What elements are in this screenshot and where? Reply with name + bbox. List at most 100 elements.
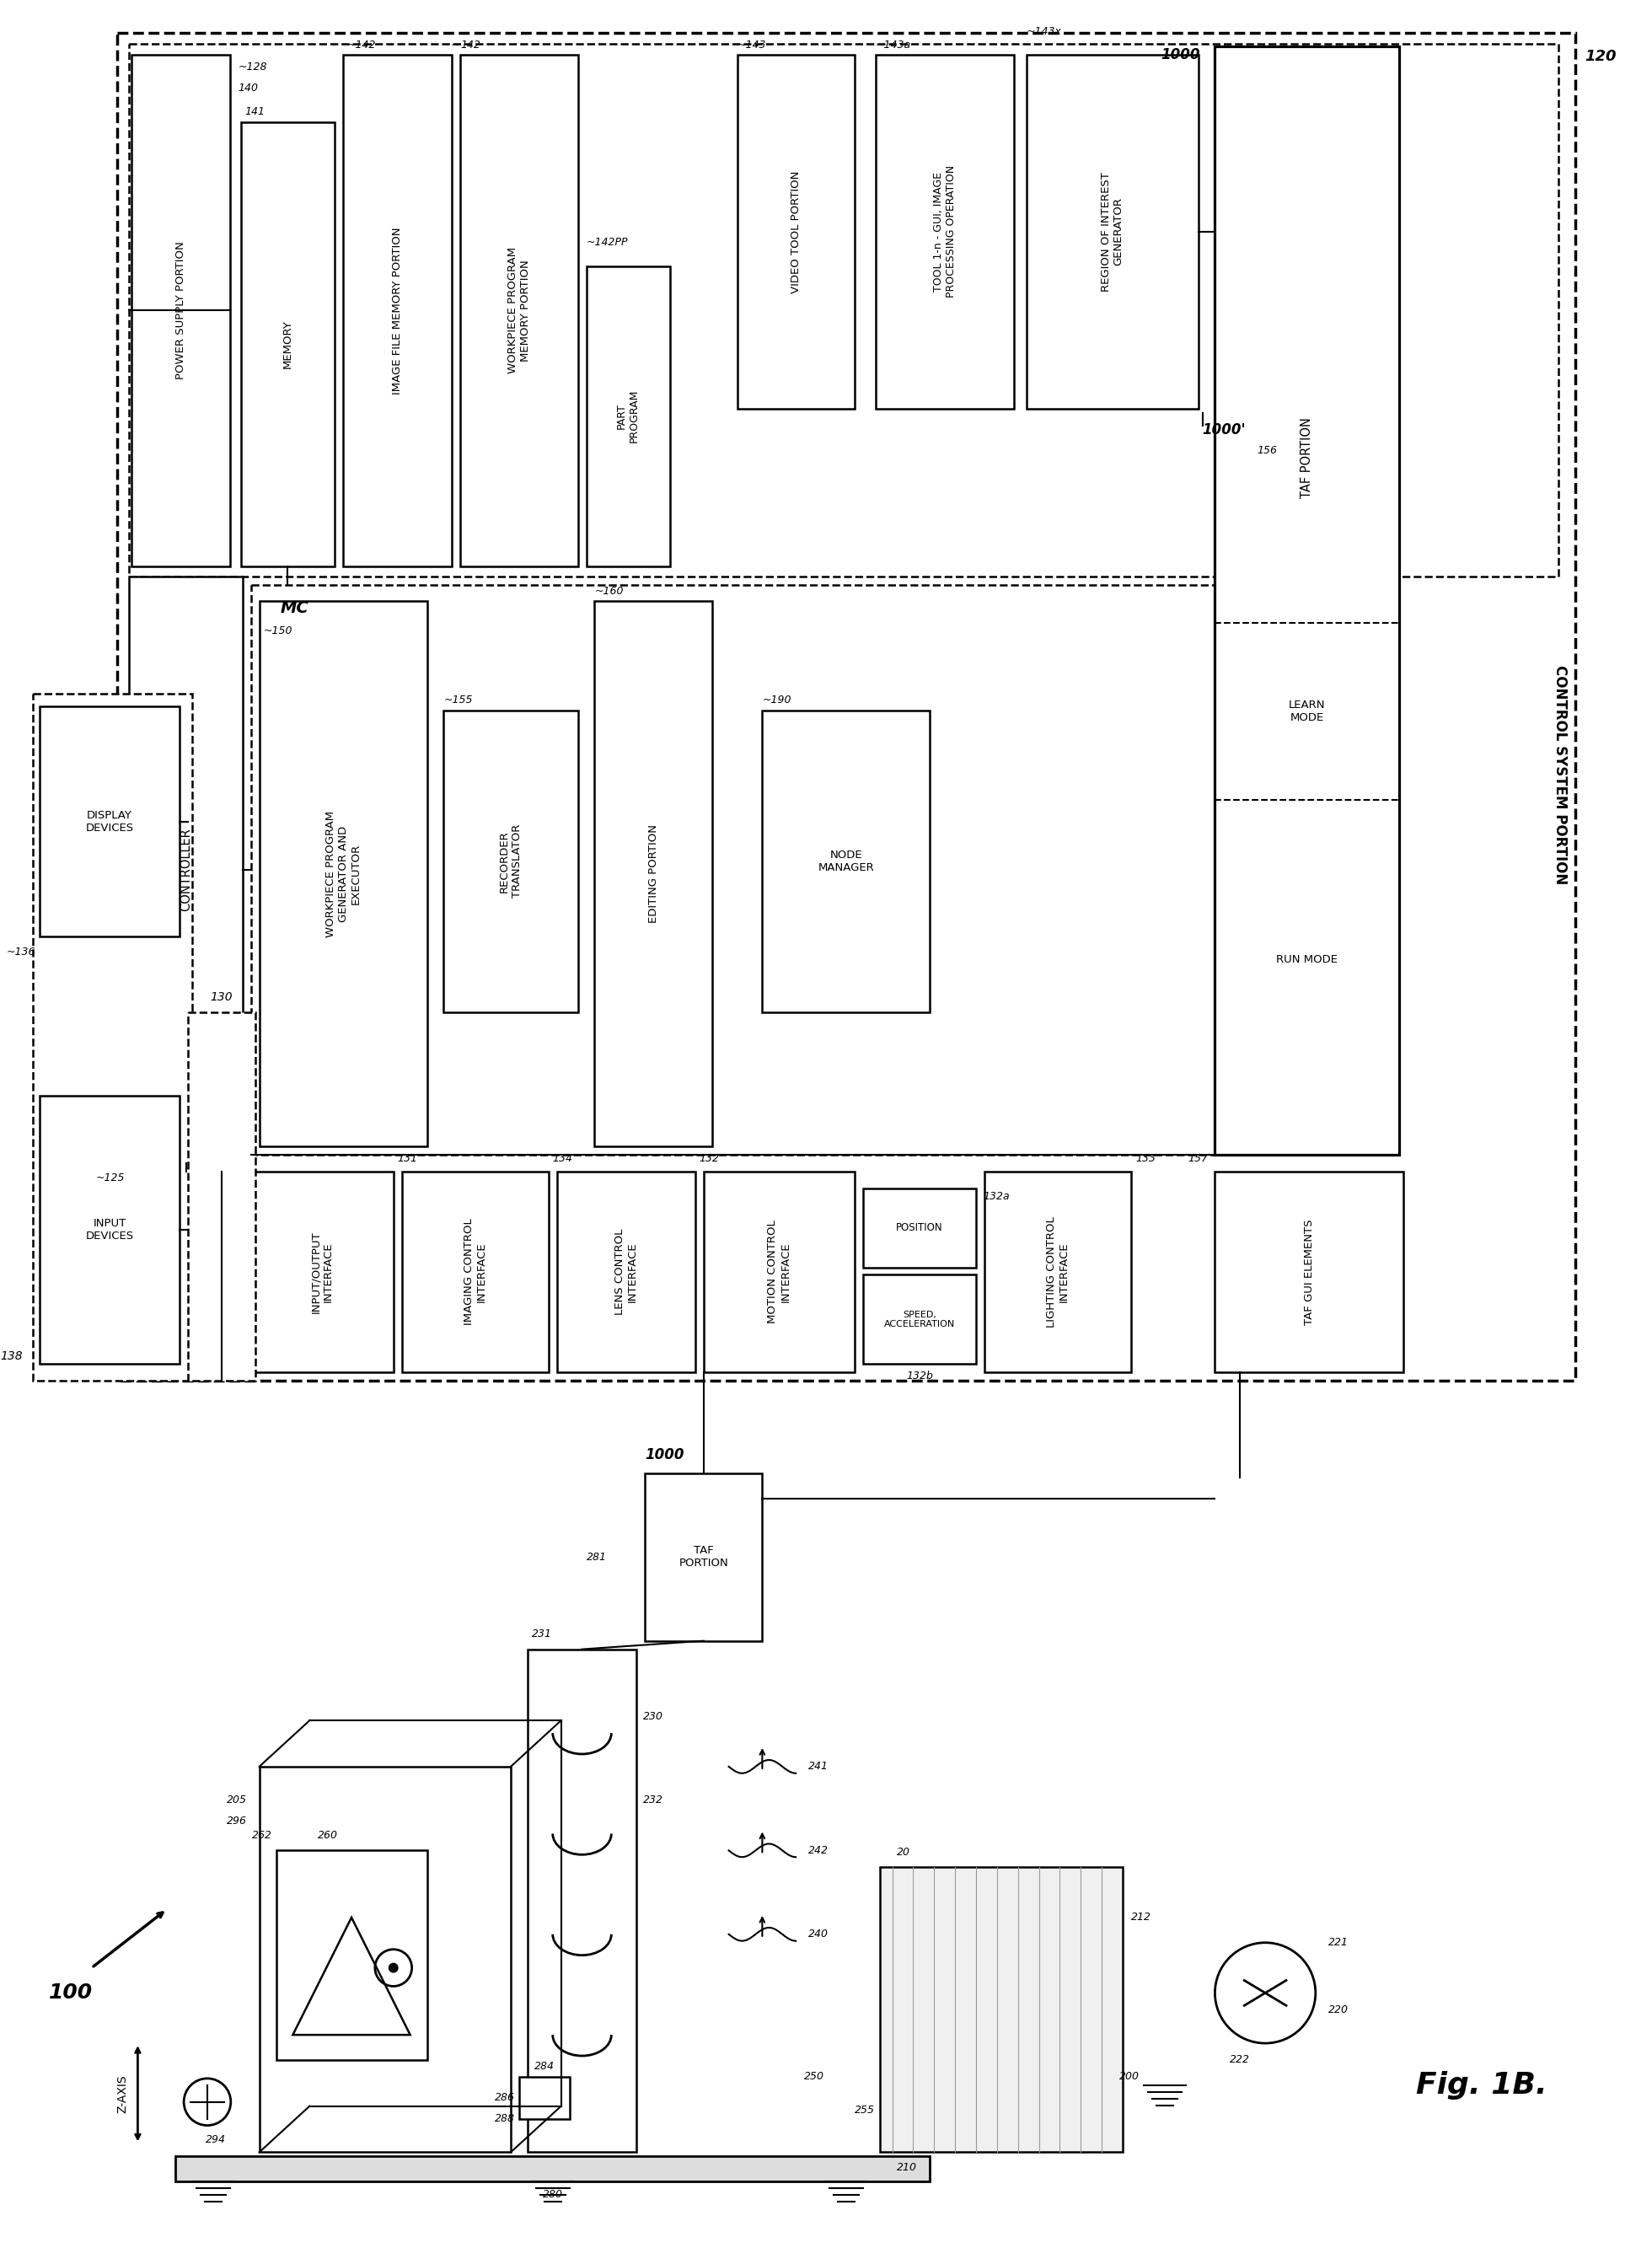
Bar xyxy=(276,1850,426,2060)
Text: ~125: ~125 xyxy=(96,1173,126,1184)
Text: 210: 210 xyxy=(897,2162,917,2173)
Bar xyxy=(444,711,578,1012)
Bar xyxy=(132,54,230,566)
Text: ~160: ~160 xyxy=(595,586,624,598)
Bar xyxy=(519,2076,570,2119)
Text: TAF
PORTION: TAF PORTION xyxy=(679,1546,729,1569)
Bar xyxy=(129,577,243,1164)
Text: TAF GUI ELEMENTS: TAF GUI ELEMENTS xyxy=(1303,1218,1315,1324)
Bar xyxy=(737,54,854,408)
Text: 294: 294 xyxy=(205,2135,226,2144)
Text: IMAGE FILE MEMORY PORTION: IMAGE FILE MEMORY PORTION xyxy=(392,226,403,394)
Text: CONTROLLER: CONTROLLER xyxy=(180,829,192,910)
Text: 138: 138 xyxy=(0,1349,23,1361)
Text: CONTROL SYSTEM PORTION: CONTROL SYSTEM PORTION xyxy=(1553,666,1568,883)
Bar xyxy=(704,1170,854,1372)
Text: ~190: ~190 xyxy=(762,695,791,706)
Text: 205: 205 xyxy=(226,1795,246,1807)
Bar xyxy=(40,706,180,937)
Bar xyxy=(1214,1170,1404,1372)
Bar xyxy=(33,693,192,1381)
Text: 1000: 1000 xyxy=(1161,48,1199,63)
Text: ~155: ~155 xyxy=(444,695,472,706)
Text: 120: 120 xyxy=(1584,50,1616,63)
Text: 20: 20 xyxy=(897,1847,910,1856)
Bar xyxy=(557,1170,695,1372)
Bar xyxy=(644,1474,762,1641)
Text: 262: 262 xyxy=(251,1829,273,1841)
Text: LENS CONTROL
INTERFACE: LENS CONTROL INTERFACE xyxy=(615,1229,638,1315)
Text: ~143x: ~143x xyxy=(1026,25,1062,36)
Text: Z-AXIS: Z-AXIS xyxy=(117,2074,129,2112)
Text: 241: 241 xyxy=(808,1761,829,1773)
Text: Fig. 1B.: Fig. 1B. xyxy=(1416,2072,1548,2099)
Bar xyxy=(188,1012,254,1381)
Text: TAF PORTION: TAF PORTION xyxy=(1300,417,1313,498)
Bar xyxy=(175,2155,930,2182)
Text: LEARN
MODE: LEARN MODE xyxy=(1289,700,1325,722)
Text: DISPLAY
DEVICES: DISPLAY DEVICES xyxy=(86,811,134,833)
Text: WORKPIECE PROGRAM
GENERATOR AND
EXECUTOR: WORKPIECE PROGRAM GENERATOR AND EXECUTOR xyxy=(325,811,362,937)
Text: 280: 280 xyxy=(542,2189,563,2201)
Text: 220: 220 xyxy=(1328,2004,1348,2015)
Text: 141: 141 xyxy=(244,106,266,118)
Text: ~143a: ~143a xyxy=(876,38,910,50)
Text: 132a: 132a xyxy=(983,1191,1009,1202)
Bar xyxy=(40,1096,180,1365)
Text: MEMORY: MEMORY xyxy=(282,319,294,369)
Text: ~142PP: ~142PP xyxy=(586,238,628,249)
Text: 222: 222 xyxy=(1231,2053,1251,2065)
Text: MOTION CONTROL
INTERFACE: MOTION CONTROL INTERFACE xyxy=(767,1220,791,1324)
Text: LIGHTING CONTROL
INTERFACE: LIGHTING CONTROL INTERFACE xyxy=(1046,1216,1069,1327)
Text: 1000: 1000 xyxy=(644,1447,684,1463)
Text: 134: 134 xyxy=(553,1152,573,1164)
Circle shape xyxy=(388,1963,398,1972)
Text: POWER SUPPLY PORTION: POWER SUPPLY PORTION xyxy=(175,242,187,380)
Text: 156: 156 xyxy=(1257,446,1277,455)
Bar xyxy=(586,267,671,566)
Bar xyxy=(862,1275,976,1365)
Bar xyxy=(461,54,578,566)
Text: ~: ~ xyxy=(451,38,459,50)
Text: TOOL 1-n - GUI, IMAGE
PROCESSING OPERATION: TOOL 1-n - GUI, IMAGE PROCESSING OPERATI… xyxy=(933,165,957,299)
Text: 200: 200 xyxy=(1120,2072,1140,2083)
Bar xyxy=(1214,45,1399,1155)
Text: 1000': 1000' xyxy=(1203,421,1246,437)
Bar xyxy=(876,54,1014,408)
Text: 231: 231 xyxy=(532,1628,552,1639)
Bar xyxy=(1026,54,1198,408)
Text: 284: 284 xyxy=(534,2060,555,2072)
Text: 221: 221 xyxy=(1328,1938,1348,1947)
Text: 212: 212 xyxy=(1132,1913,1151,1922)
Bar xyxy=(985,1170,1132,1372)
Bar xyxy=(259,1766,510,2153)
Text: 132: 132 xyxy=(699,1152,720,1164)
Bar xyxy=(762,711,930,1012)
Bar xyxy=(401,1170,548,1372)
Text: 296: 296 xyxy=(226,1816,246,1827)
Text: 130: 130 xyxy=(210,992,233,1003)
Text: SPEED,
ACCELERATION: SPEED, ACCELERATION xyxy=(884,1311,955,1329)
Bar xyxy=(595,602,712,1146)
Text: PART
PROGRAM: PART PROGRAM xyxy=(616,389,639,444)
Bar xyxy=(879,1868,1123,2153)
Text: ~128: ~128 xyxy=(238,61,268,72)
Text: ~136: ~136 xyxy=(7,946,35,958)
Text: ~142: ~142 xyxy=(347,38,377,50)
Text: 242: 242 xyxy=(808,1845,829,1856)
Text: INPUT/OUTPUT
INTERFACE: INPUT/OUTPUT INTERFACE xyxy=(311,1232,334,1313)
Text: 260: 260 xyxy=(317,1829,339,1841)
Text: 100: 100 xyxy=(48,1983,93,2004)
Text: WORKPIECE PROGRAM
MEMORY PORTION: WORKPIECE PROGRAM MEMORY PORTION xyxy=(507,247,530,374)
Text: IMAGING CONTROL
INTERFACE: IMAGING CONTROL INTERFACE xyxy=(463,1218,487,1324)
Bar xyxy=(344,54,453,566)
Text: 240: 240 xyxy=(808,1929,829,1940)
Text: ~143: ~143 xyxy=(737,38,767,50)
Text: VIDEO TOOL PORTION: VIDEO TOOL PORTION xyxy=(790,170,801,292)
Bar xyxy=(251,1170,393,1372)
Text: 140: 140 xyxy=(238,84,259,93)
Text: 131: 131 xyxy=(398,1152,418,1164)
Text: RECORDER
TRANSLATOR: RECORDER TRANSLATOR xyxy=(499,824,522,899)
Bar xyxy=(259,602,426,1146)
Bar xyxy=(527,1648,636,2153)
